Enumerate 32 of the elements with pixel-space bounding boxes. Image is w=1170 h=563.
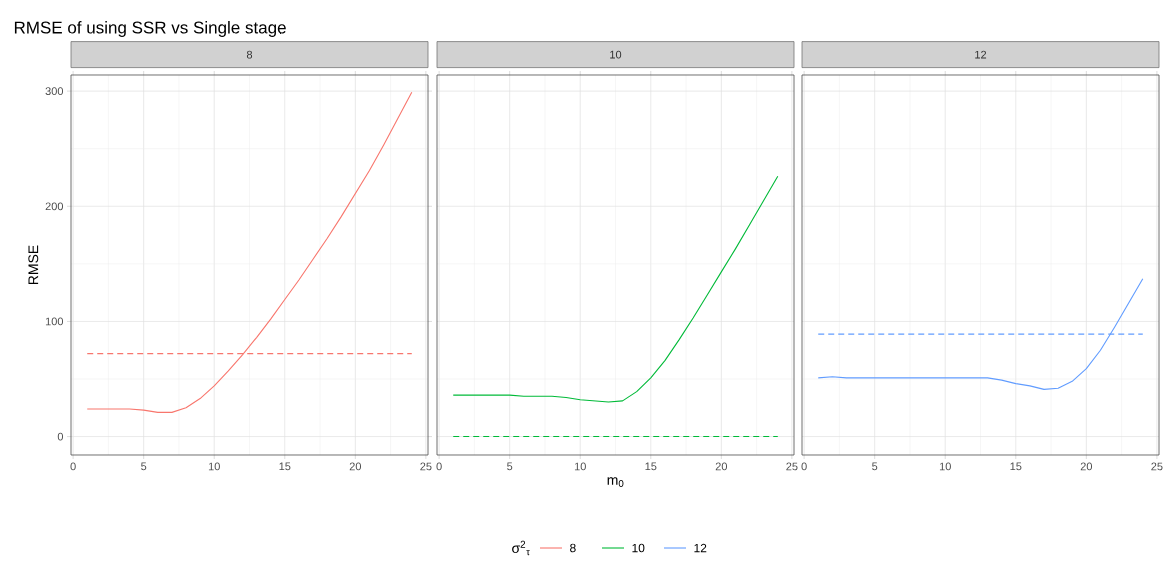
x-tick-label: 25 [420,462,432,471]
y-tick-label: 0 [57,432,64,441]
x-tick-label: 0 [801,462,807,471]
x-tick-label: 20 [715,462,728,471]
x-tick-label: 10 [208,462,220,471]
x-tick-label: 15 [279,462,291,471]
x-tick-label: 10 [574,462,586,471]
x-tick-label: 5 [507,462,513,471]
x-tick-label: 20 [1080,462,1093,471]
chart-subtitle: 8 [246,50,253,59]
x-tick-label: 10 [939,462,951,471]
x-tick-label: 25 [1151,462,1163,471]
x-tick-label: 15 [645,462,657,471]
x-tick-label: 0 [70,462,76,471]
chart-title: RMSE of using SSR vs Single stage [14,21,286,37]
x-tick-label: 0 [436,462,442,471]
y-tick-label: 100 [45,317,64,326]
x-tick-label: 5 [141,462,147,471]
y-axis-title: RMSE [28,245,39,285]
x-tick-label: 15 [1010,462,1022,471]
x-tick-label: 20 [349,462,362,471]
legend-title: σ$^{2}$τ [512,540,530,556]
legend-label: 12 [694,543,707,553]
y-tick-label: 200 [45,202,64,211]
x-tick-label: 5 [872,462,878,471]
legend-label: 8 [570,543,576,553]
x-axis-title: m$_{0}$ [607,477,624,487]
legend-label: 10 [632,543,645,553]
y-tick-label: 300 [45,87,64,96]
x-tick-label: 25 [786,462,798,471]
chart-subtitle: 12 [975,50,987,59]
chart-subtitle: 10 [610,50,622,59]
